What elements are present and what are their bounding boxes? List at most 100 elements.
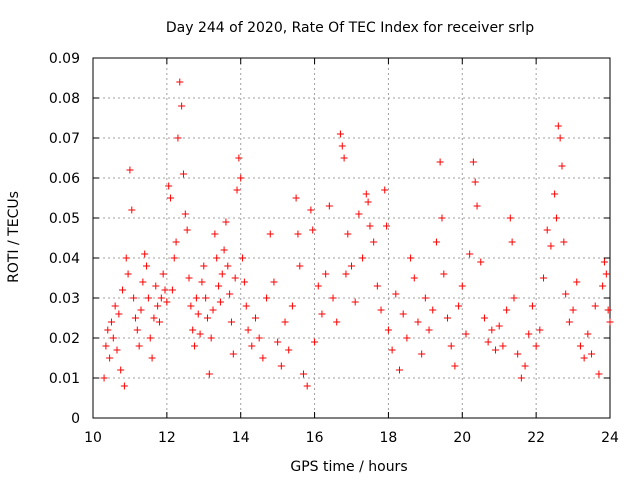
data-points xyxy=(100,78,614,390)
data-point xyxy=(148,354,156,362)
data-point xyxy=(157,294,165,302)
data-point xyxy=(499,342,507,350)
data-point xyxy=(599,282,607,290)
data-point xyxy=(580,354,588,362)
data-point xyxy=(159,270,167,278)
data-point xyxy=(436,158,444,166)
data-point xyxy=(552,214,560,222)
data-point xyxy=(135,342,143,350)
data-point xyxy=(492,346,500,354)
data-point xyxy=(224,262,232,270)
data-point xyxy=(137,306,145,314)
data-point xyxy=(399,310,407,318)
data-point xyxy=(588,350,596,358)
data-point xyxy=(366,222,374,230)
data-point xyxy=(200,262,208,270)
data-point xyxy=(309,226,317,234)
data-point xyxy=(384,326,392,334)
data-point xyxy=(311,338,319,346)
data-point xyxy=(172,238,180,246)
data-point xyxy=(329,294,337,302)
data-point xyxy=(220,246,228,254)
data-point xyxy=(113,346,121,354)
y-tick-label: 0.08 xyxy=(49,91,80,107)
data-point xyxy=(231,274,239,282)
data-point xyxy=(438,214,446,222)
data-point xyxy=(600,258,608,266)
x-tick-label: 20 xyxy=(453,430,471,446)
y-tick-label: 0.09 xyxy=(49,51,80,67)
data-point xyxy=(154,302,162,310)
data-point xyxy=(540,274,548,282)
data-point xyxy=(488,326,496,334)
data-point xyxy=(211,230,219,238)
data-point xyxy=(373,282,381,290)
data-point xyxy=(355,210,363,218)
data-point xyxy=(554,122,562,130)
data-point xyxy=(150,314,158,322)
data-point xyxy=(351,298,359,306)
data-point xyxy=(178,102,186,110)
data-point xyxy=(451,362,459,370)
data-point xyxy=(235,154,243,162)
data-point xyxy=(333,318,341,326)
data-point xyxy=(466,250,474,258)
data-point xyxy=(251,314,259,322)
data-point xyxy=(227,318,235,326)
data-point xyxy=(444,314,452,322)
axes xyxy=(92,57,611,419)
data-point xyxy=(560,238,568,246)
data-point xyxy=(506,214,514,222)
x-tick-label: 12 xyxy=(158,430,176,446)
data-point xyxy=(285,346,293,354)
data-point xyxy=(215,282,223,290)
data-point xyxy=(336,130,344,138)
data-point xyxy=(183,226,191,234)
data-point xyxy=(202,294,210,302)
data-point xyxy=(242,302,250,310)
y-tick-label: 0.02 xyxy=(49,331,80,347)
data-point xyxy=(576,342,584,350)
data-point xyxy=(388,346,396,354)
data-point xyxy=(237,174,245,182)
data-point xyxy=(528,302,536,310)
x-tick-label: 24 xyxy=(601,430,619,446)
data-point xyxy=(222,218,230,226)
data-point xyxy=(440,270,448,278)
data-point xyxy=(203,314,211,322)
data-point xyxy=(606,318,614,326)
data-point xyxy=(480,314,488,322)
data-point xyxy=(144,294,152,302)
data-point xyxy=(207,334,215,342)
data-point xyxy=(115,310,123,318)
data-point xyxy=(277,362,285,370)
data-point xyxy=(342,270,350,278)
data-point xyxy=(514,350,522,358)
y-tick-label: 0.06 xyxy=(49,171,80,187)
data-point xyxy=(141,250,149,258)
data-point xyxy=(370,238,378,246)
data-point xyxy=(525,330,533,338)
data-point xyxy=(469,158,477,166)
data-point xyxy=(229,350,237,358)
data-point xyxy=(604,306,612,314)
tick-labels: 10 12 14 16 18 20 22 24 0 0.01 0.02 0.03 0.04 0.05 0.0… xyxy=(49,51,619,446)
data-point xyxy=(296,262,304,270)
data-point xyxy=(484,338,492,346)
data-point xyxy=(547,242,555,250)
data-point xyxy=(532,342,540,350)
data-point xyxy=(543,226,551,234)
data-point xyxy=(163,298,171,306)
data-point xyxy=(100,374,108,382)
y-tick-label: 0.01 xyxy=(49,371,80,387)
data-point xyxy=(569,306,577,314)
data-point xyxy=(473,202,481,210)
data-point xyxy=(421,294,429,302)
y-tick-label: 0 xyxy=(71,411,80,427)
data-point xyxy=(196,330,204,338)
data-point xyxy=(403,334,411,342)
data-point xyxy=(407,254,415,262)
data-point xyxy=(179,170,187,178)
data-point xyxy=(318,310,326,318)
data-point xyxy=(209,306,217,314)
